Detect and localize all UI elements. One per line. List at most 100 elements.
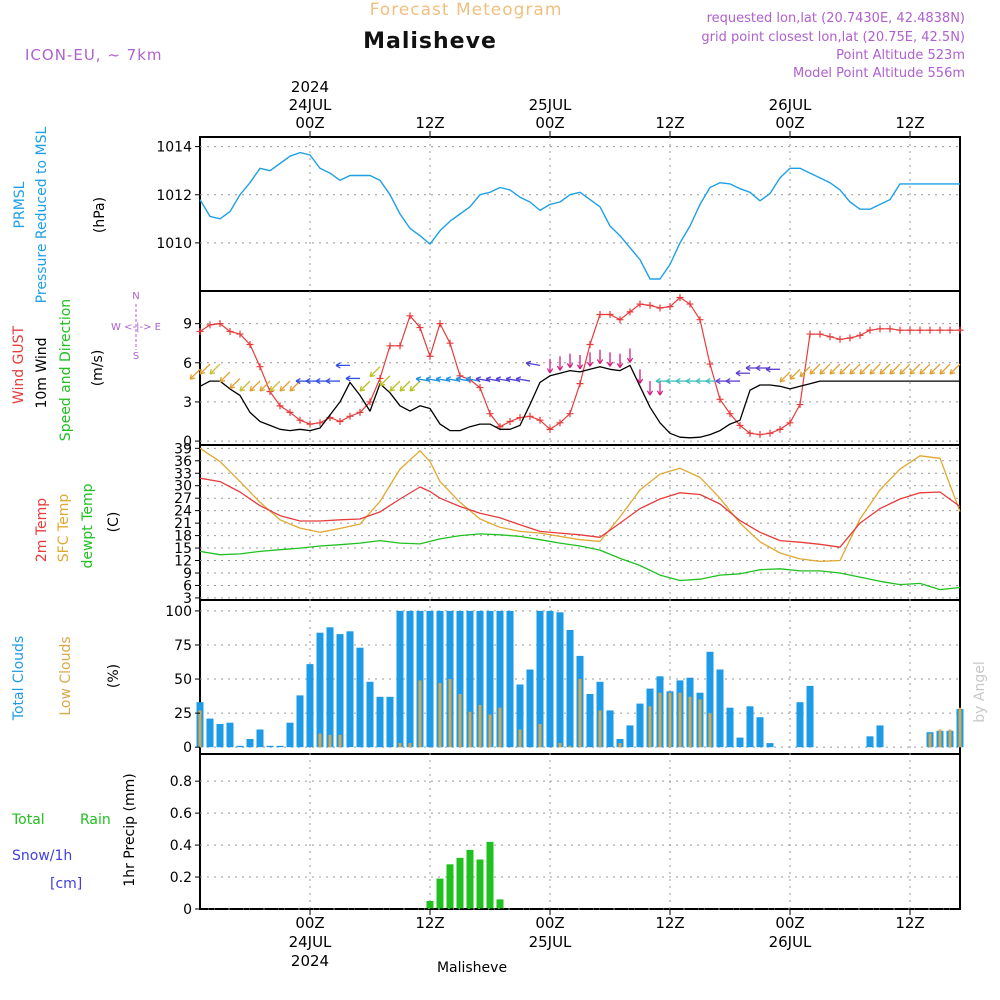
low-clouds-bar xyxy=(678,692,682,748)
total-clouds-bar xyxy=(476,610,484,748)
wind-direction-arrowhead xyxy=(325,377,331,385)
time-label-top: 12Z xyxy=(895,114,924,132)
rain-bar xyxy=(426,901,434,909)
wind-gust-marker xyxy=(546,425,554,433)
y-tick-label: 0.8 xyxy=(170,774,192,790)
y-tick-label: 0 xyxy=(183,434,192,450)
wind-gust-marker xyxy=(956,326,964,334)
temp-2m-line xyxy=(199,477,961,548)
wind-direction-arrowhead xyxy=(335,362,341,369)
wind-gust-marker xyxy=(716,395,724,403)
time-label-bottom: 24JUL xyxy=(289,933,332,951)
wind-direction-arrowhead xyxy=(859,368,866,375)
y-tick-label: 12 xyxy=(174,554,192,570)
wind-gust-marker xyxy=(366,398,374,406)
low-clouds-bar xyxy=(458,694,462,748)
low-clouds-bar xyxy=(648,706,652,748)
total-clouds-bar xyxy=(456,610,464,748)
wind-direction-arrowhead xyxy=(839,368,846,375)
y-tick-label: 25 xyxy=(174,706,192,722)
wind-direction-arrowhead xyxy=(209,368,216,375)
wind-direction-arrow xyxy=(799,366,811,378)
wind-direction-arrowhead xyxy=(425,376,432,383)
wind-direction-arrowhead xyxy=(295,377,301,385)
wind-direction-arrowhead xyxy=(359,385,366,392)
total-clouds-bar xyxy=(506,610,514,748)
y-tick-label: 18 xyxy=(174,529,192,545)
wind-gust-marker xyxy=(536,416,544,424)
wind-gust-marker xyxy=(766,429,774,437)
wind-direction-arrowhead xyxy=(779,376,786,383)
model-name: ICON-EU, ~ 7km xyxy=(25,46,163,64)
wind-gust-marker xyxy=(236,330,244,338)
pressure-line xyxy=(199,151,960,280)
wind-gust-marker xyxy=(206,321,214,329)
total-clouds-bar xyxy=(766,743,774,748)
wind-gust-marker xyxy=(606,310,614,318)
low-clouds-bar xyxy=(708,713,712,748)
precip-total-label: Total xyxy=(11,812,45,828)
wind-direction-arrowhead xyxy=(495,376,502,383)
wind-gust-marker xyxy=(846,334,854,342)
wind-direction-arrowhead xyxy=(809,368,816,375)
wind-direction-arrowhead xyxy=(389,385,396,392)
wind-direction-arrowhead xyxy=(656,390,664,396)
wind-gust-marker xyxy=(306,420,314,428)
total-clouds-bar xyxy=(426,610,434,748)
wind-direction-arrow xyxy=(839,363,851,375)
total-clouds-bar xyxy=(486,610,494,748)
low-clouds-bar xyxy=(568,745,572,748)
wind-dir-label: Speed and Direction xyxy=(58,299,74,441)
wind-direction-arrowhead xyxy=(269,385,276,392)
total-clouds-bar xyxy=(336,634,344,748)
wind-direction-arrowhead xyxy=(239,385,246,392)
rain-bar xyxy=(476,859,484,909)
wind-direction-arrow xyxy=(859,363,871,375)
wind-direction-arrow xyxy=(939,363,951,375)
low-clouds-bar xyxy=(468,711,472,748)
low-clouds-bar xyxy=(488,714,492,748)
wind-direction-arrowhead xyxy=(705,377,711,385)
wind-direction-arrowhead xyxy=(819,368,826,375)
total-clouds-bar xyxy=(386,696,394,748)
rain-bar xyxy=(446,864,454,909)
wind-direction-arrowhead xyxy=(755,364,761,372)
wind-direction-arrowhead xyxy=(685,377,691,385)
total-clouds-bar xyxy=(876,725,884,748)
total-clouds-bar xyxy=(376,696,384,748)
wind-direction-arrowhead xyxy=(189,374,196,380)
wind-direction-arrow xyxy=(389,380,401,392)
total-clouds-bar xyxy=(406,610,414,748)
y-tick-label: 75 xyxy=(174,638,192,654)
total-clouds-bar xyxy=(276,745,284,748)
total-clouds-bar xyxy=(266,745,274,748)
wind-direction-arrowhead xyxy=(435,376,442,383)
low-clouds-bar xyxy=(328,734,332,748)
low-clouds-bar xyxy=(338,734,342,748)
low-clouds-bar xyxy=(578,679,582,748)
total-clouds-bar xyxy=(316,632,324,748)
total-clouds-bar xyxy=(366,681,374,748)
total-clouds-bar xyxy=(236,745,244,748)
low-clouds-bar xyxy=(558,743,562,748)
wind-gust-marker xyxy=(886,325,894,333)
wind-gust-marker xyxy=(736,421,744,429)
compass-s: S xyxy=(133,351,139,362)
wind-direction-arrowhead xyxy=(646,390,654,396)
total-clouds-bar xyxy=(416,610,424,748)
wind-10m-line xyxy=(199,364,960,439)
wind-direction-arrowhead xyxy=(596,359,604,365)
wind-direction-arrow xyxy=(279,380,291,392)
wind-direction-arrow xyxy=(889,363,901,375)
rain-bar xyxy=(456,857,464,909)
low-clouds-bar xyxy=(408,743,412,748)
wind-gust-marker xyxy=(516,414,524,422)
wind-gust-marker xyxy=(386,342,394,350)
y-tick-label: 0 xyxy=(183,740,192,756)
pressure-label-reduced: Pressure Reduced to MSL xyxy=(34,126,50,303)
wind-10m-label: 10m Wind xyxy=(34,337,50,408)
wind-direction-arrowhead xyxy=(259,385,266,392)
total-clouds-bar xyxy=(296,695,304,748)
wind-gust-marker xyxy=(376,374,384,382)
temp-unit: (C) xyxy=(106,512,122,533)
